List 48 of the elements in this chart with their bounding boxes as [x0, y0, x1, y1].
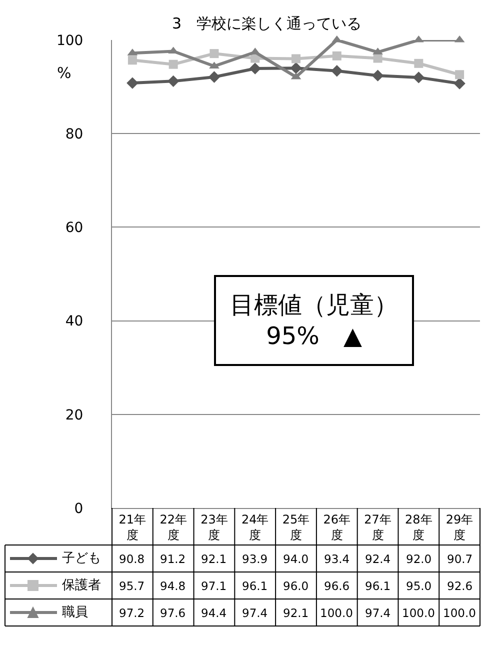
data-label: 95.7 [119, 579, 145, 593]
data-label: 93.4 [324, 552, 350, 566]
x-tick-label: 26年度 [323, 512, 351, 542]
data-label: 92.1 [201, 552, 227, 566]
data-label: 96.1 [365, 579, 391, 593]
legend-label: 保護者 [62, 578, 101, 593]
data-label: 100.0 [443, 606, 476, 620]
data-label: 92.6 [447, 579, 473, 593]
y-tick-label: 60 [65, 220, 84, 236]
x-tick-label: 28年度 [405, 512, 432, 542]
data-label: 93.9 [242, 552, 268, 566]
data-label: 97.4 [242, 606, 268, 620]
data-label: 97.1 [201, 579, 227, 593]
y-axis-title: % [57, 64, 72, 82]
data-label: 91.2 [160, 552, 186, 566]
annotation: 目標値（児童） 95% ▲ [230, 291, 398, 350]
data-label: 100.0 [402, 606, 435, 620]
y-tick-label: 20 [65, 407, 84, 424]
chart-title: 3 学校に楽しく通っている [172, 14, 362, 32]
data-label: 92.4 [365, 552, 391, 566]
data-label: 90.7 [447, 552, 473, 566]
data-label: 92.1 [283, 606, 309, 620]
x-tick-label: 27年度 [364, 512, 392, 542]
legend-label: 職員 [62, 605, 88, 620]
data-label: 94.4 [201, 606, 227, 620]
x-tick-label: 29年度 [446, 512, 474, 542]
y-tick-label: 40 [65, 314, 84, 330]
data-label: 97.6 [160, 606, 186, 620]
x-tick-label: 22年度 [160, 512, 187, 542]
data-label: 90.8 [119, 552, 145, 566]
data-label: 92.0 [406, 552, 432, 566]
data-label: 96.6 [324, 579, 350, 593]
x-tick-label: 23年度 [200, 512, 228, 542]
data-label: 95.0 [406, 579, 432, 593]
data-label: 97.2 [119, 606, 145, 620]
data-label: 96.0 [283, 579, 309, 593]
y-tick-label: 80 [65, 126, 84, 142]
data-label: 100.0 [320, 606, 353, 620]
x-tick-label: 25年度 [282, 512, 310, 542]
data-label: 96.1 [242, 579, 268, 593]
data-label: 94.8 [160, 579, 186, 593]
x-tick-label: 21年度 [118, 512, 146, 542]
y-tick-label: 0 [74, 500, 84, 517]
data-label: 97.4 [365, 606, 391, 620]
y-tick-label: 100 [56, 32, 84, 49]
data-label: 94.0 [283, 552, 309, 566]
x-tick-label: 24年度 [241, 512, 269, 542]
legend-label: 子ども [62, 551, 101, 566]
